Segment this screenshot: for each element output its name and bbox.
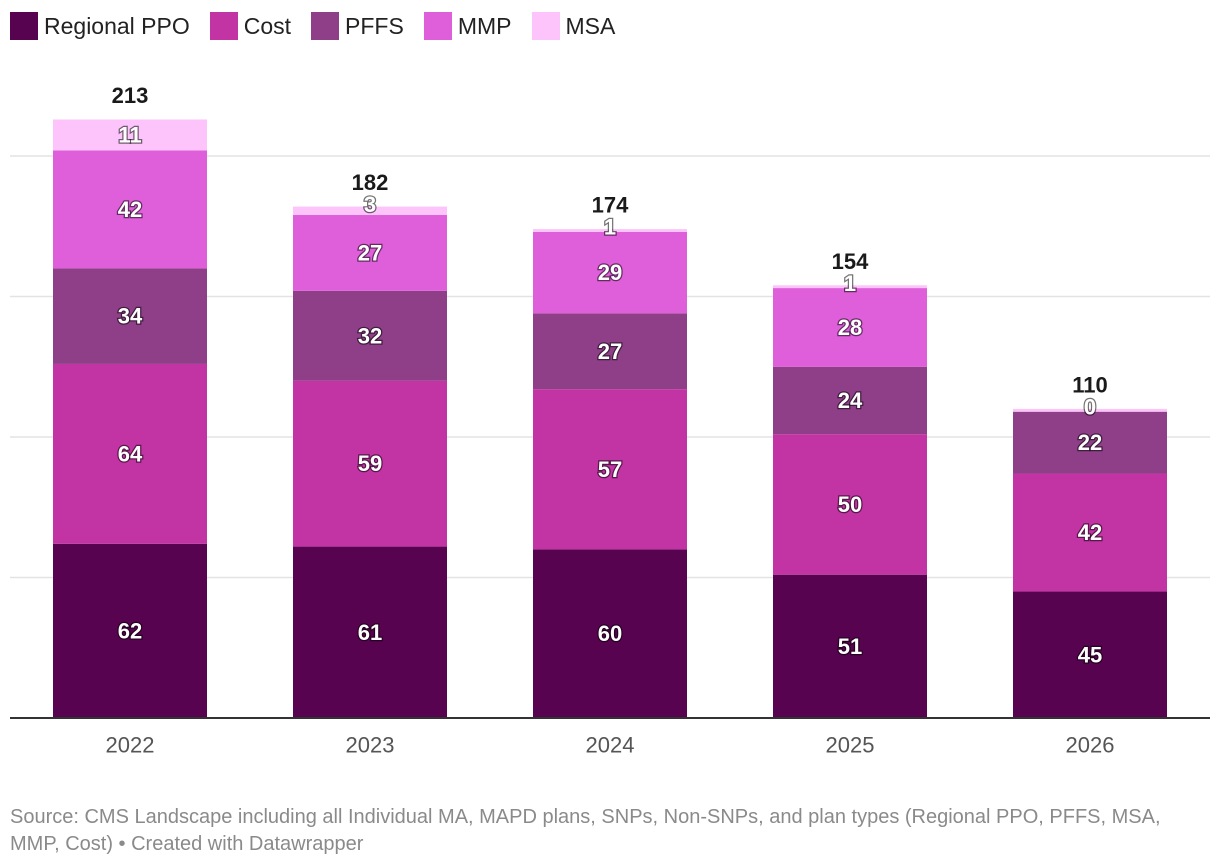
bar-segment-pffs bbox=[293, 290, 447, 381]
bar-segment-regional-ppo bbox=[773, 574, 927, 718]
legend-swatch bbox=[10, 12, 38, 40]
segment-value-label: 27 bbox=[358, 240, 382, 265]
legend-item-regional-ppo: Regional PPO bbox=[10, 12, 190, 40]
x-tick-label: 2023 bbox=[346, 733, 395, 758]
segment-value-label: 45 bbox=[1078, 642, 1102, 667]
segment-value-label: 24 bbox=[838, 388, 863, 413]
segment-value-label: 50 bbox=[838, 492, 862, 517]
bar-segment-pffs bbox=[1013, 411, 1167, 474]
bar-segment-pffs bbox=[773, 366, 927, 435]
legend-label: MSA bbox=[565, 12, 616, 39]
segment-value-label: 42 bbox=[1078, 520, 1102, 545]
segment-value-label: 28 bbox=[838, 315, 862, 340]
bar-segment-cost bbox=[293, 380, 447, 547]
bar-segment-msa bbox=[1013, 408, 1167, 412]
legend-label: MMP bbox=[457, 12, 512, 39]
segment-value-label: 51 bbox=[838, 634, 862, 659]
bar-segment-regional-ppo bbox=[293, 546, 447, 718]
bar-segment-mmp bbox=[773, 288, 927, 367]
legend-label: Cost bbox=[243, 12, 292, 39]
bar-segment-msa bbox=[293, 206, 447, 216]
legend-swatch bbox=[209, 12, 238, 40]
x-tick-label: 2022 bbox=[106, 733, 155, 758]
segment-value-label: 42 bbox=[118, 197, 142, 222]
bar-segment-mmp bbox=[293, 215, 447, 291]
bar-segment-mmp bbox=[533, 231, 687, 314]
legend-swatch bbox=[531, 12, 560, 40]
bar-segment-mmp bbox=[53, 150, 207, 269]
segment-value-label: 61 bbox=[358, 620, 382, 645]
legend-swatch bbox=[311, 12, 340, 40]
total-label: 110 bbox=[1072, 372, 1108, 397]
segment-value-label: 27 bbox=[598, 339, 622, 364]
segment-value-label: 3 bbox=[364, 192, 376, 217]
segment-value-label: 57 bbox=[598, 457, 622, 482]
bar-segment-msa bbox=[53, 119, 207, 151]
x-tick-label: 2025 bbox=[826, 733, 875, 758]
total-label: 174 bbox=[592, 193, 629, 218]
bar-segment-msa bbox=[533, 229, 687, 232]
total-label: 182 bbox=[352, 170, 389, 195]
segment-value-label: 60 bbox=[598, 621, 622, 646]
segment-value-label: 34 bbox=[118, 304, 143, 329]
bar-segment-cost bbox=[773, 434, 927, 575]
bar-segment-msa bbox=[773, 285, 927, 289]
bar-segment-cost bbox=[53, 363, 207, 544]
segment-value-label: 29 bbox=[598, 260, 622, 285]
bar-segment-cost bbox=[1013, 473, 1167, 592]
legend-label: PFFS bbox=[345, 12, 404, 39]
segment-value-label: 32 bbox=[358, 323, 382, 348]
segment-value-label: 62 bbox=[118, 618, 142, 643]
segment-value-label: 59 bbox=[358, 451, 382, 476]
total-label: 154 bbox=[832, 249, 869, 274]
bar-segment-regional-ppo bbox=[533, 549, 687, 718]
segment-value-label: 1 bbox=[604, 215, 616, 240]
segment-value-label: 1 bbox=[844, 271, 856, 296]
stacked-bar-chart: 6264344211213202261593227318220236057272… bbox=[10, 83, 1210, 758]
total-label: 213 bbox=[112, 83, 149, 108]
legend-item-mmp: MMP bbox=[423, 12, 512, 40]
bar-segment-regional-ppo bbox=[1013, 591, 1167, 718]
source-note: Source: CMS Landscape including all Indi… bbox=[10, 806, 1161, 855]
legend-item-cost: Cost bbox=[209, 12, 292, 40]
legend-item-msa: MSA bbox=[531, 12, 616, 40]
chart-legend: Regional PPO Cost PFFS MMP MSA bbox=[10, 12, 635, 40]
bar-segment-cost bbox=[533, 389, 687, 550]
bar-segment-pffs bbox=[533, 313, 687, 390]
bar-segment-pffs bbox=[53, 268, 207, 364]
x-tick-label: 2024 bbox=[586, 733, 635, 758]
segment-value-label: 64 bbox=[118, 441, 143, 466]
x-tick-label: 2026 bbox=[1066, 733, 1115, 758]
bar-segment-regional-ppo bbox=[53, 543, 207, 718]
segment-value-label: 22 bbox=[1078, 430, 1102, 455]
segment-value-label: 11 bbox=[118, 122, 141, 147]
legend-label: Regional PPO bbox=[44, 12, 190, 39]
legend-item-pffs: PFFS bbox=[311, 12, 404, 40]
segment-value-label: 0 bbox=[1084, 394, 1096, 419]
legend-swatch bbox=[423, 12, 452, 40]
